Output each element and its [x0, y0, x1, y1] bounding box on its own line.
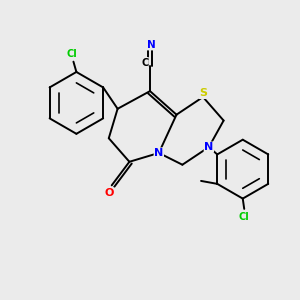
- Text: N: N: [147, 40, 156, 50]
- Text: Cl: Cl: [67, 49, 77, 59]
- Text: O: O: [105, 188, 114, 198]
- Text: N: N: [154, 148, 164, 158]
- Text: S: S: [199, 88, 207, 98]
- Text: C: C: [141, 58, 148, 68]
- Text: N: N: [204, 142, 214, 152]
- Text: Cl: Cl: [239, 212, 250, 222]
